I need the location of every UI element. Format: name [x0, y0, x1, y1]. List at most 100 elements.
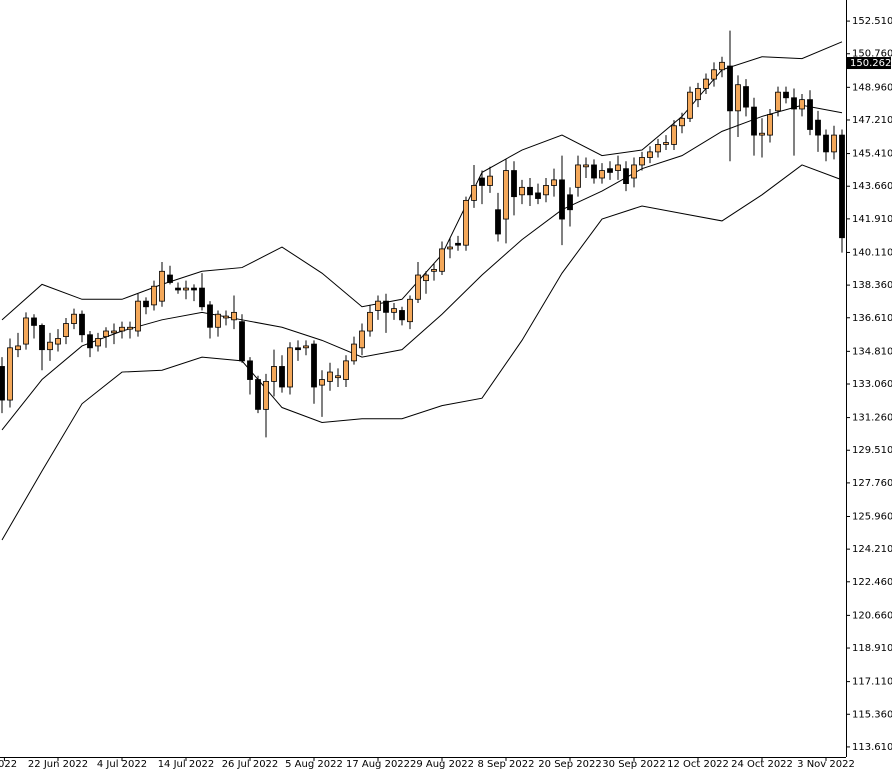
- x-tick-label: 29 Aug 2022: [410, 759, 474, 769]
- candle-body: [711, 69, 717, 80]
- candle-body: [751, 106, 757, 136]
- candle-body: [295, 347, 301, 351]
- candle-body: [103, 330, 109, 338]
- candle-body: [343, 360, 349, 380]
- candle-body: [439, 248, 445, 272]
- x-tick-label: 2022: [0, 759, 17, 769]
- candle-body: [559, 179, 565, 220]
- candle-body: [383, 300, 389, 313]
- candle-body: [23, 317, 29, 345]
- candle-body: [543, 185, 549, 196]
- y-tick-label: 122.460: [852, 577, 892, 588]
- candle-body: [607, 168, 613, 173]
- candle-body: [759, 132, 765, 136]
- candle-body: [199, 287, 205, 308]
- y-tick-label: 131.260: [852, 413, 892, 424]
- candle-body: [687, 91, 693, 119]
- candle-body: [775, 91, 781, 112]
- y-tick-label: 138.360: [852, 280, 892, 291]
- candle-body: [223, 315, 229, 319]
- candle-body: [567, 194, 573, 211]
- candle-body: [279, 366, 285, 388]
- candle-body: [127, 326, 133, 330]
- x-tick-label: 14 Jul 2022: [158, 759, 215, 769]
- candle-body: [327, 371, 333, 382]
- candle-body: [407, 298, 413, 323]
- y-tick-label: 140.110: [852, 247, 892, 258]
- candle-body: [519, 186, 525, 196]
- candle-body: [399, 310, 405, 321]
- x-tick-label: 5 Aug 2022: [285, 759, 343, 769]
- x-tick-label: 12 Oct 2022: [667, 759, 729, 769]
- candle-body: [415, 274, 421, 300]
- candle-body: [511, 170, 517, 198]
- candle-body: [55, 338, 61, 345]
- x-tick-label: 24 Oct 2022: [731, 759, 793, 769]
- current-price-box: [847, 57, 891, 70]
- candle-body: [255, 379, 261, 410]
- candle-body: [799, 99, 805, 110]
- y-tick-label: 133.060: [852, 379, 892, 390]
- x-tick-label: 8 Sep 2022: [477, 759, 534, 769]
- candle-body: [431, 269, 437, 272]
- candle-body: [631, 164, 637, 179]
- candle-body: [727, 65, 733, 112]
- candle-body: [535, 192, 541, 199]
- y-tick-label: 118.910: [852, 643, 892, 654]
- candle-body: [79, 313, 85, 336]
- candle-body: [359, 330, 365, 349]
- candle-body: [743, 86, 749, 108]
- y-tick-label: 127.760: [852, 478, 892, 489]
- candle-body: [791, 97, 797, 110]
- candle-body: [287, 347, 293, 388]
- candle-body: [87, 334, 93, 349]
- candle-body: [191, 287, 197, 291]
- candle-body: [119, 326, 125, 332]
- candle-body: [351, 343, 357, 362]
- candle-body: [247, 360, 253, 380]
- candle-body: [455, 242, 461, 246]
- candle-body: [143, 300, 149, 308]
- y-tick-label: 124.210: [852, 544, 892, 555]
- candle-body: [47, 341, 53, 351]
- candle-body: [167, 274, 173, 283]
- candle-body: [391, 308, 397, 313]
- bollinger-lower: [1, 164, 843, 541]
- candle-body: [135, 300, 141, 332]
- candle-body: [0, 366, 5, 401]
- candle-body: [767, 114, 773, 136]
- candle-body: [151, 285, 157, 306]
- candle-body: [527, 186, 533, 196]
- candle-body: [583, 164, 589, 168]
- candle-body: [471, 185, 477, 201]
- candle-body: [503, 170, 509, 220]
- candle-body: [95, 338, 101, 347]
- candle-body: [207, 304, 213, 328]
- candle-body: [367, 311, 373, 332]
- candle-body: [335, 375, 341, 379]
- candle-body: [551, 179, 557, 186]
- y-tick-label: 136.610: [852, 313, 892, 324]
- y-tick-label: 150.760: [852, 49, 892, 60]
- candle-body: [447, 246, 453, 250]
- candle-body: [663, 142, 669, 145]
- candle-body: [311, 343, 317, 388]
- y-tick-label: 145.410: [852, 149, 892, 160]
- candle-body: [591, 164, 597, 179]
- y-tick-label: 134.810: [852, 346, 892, 357]
- candle-body: [375, 300, 381, 311]
- candle-body: [303, 345, 309, 349]
- current-price-label: 150.262: [850, 58, 891, 69]
- candle-body: [615, 164, 621, 171]
- x-tick-label: 17 Aug 2022: [346, 759, 410, 769]
- candle-body: [63, 323, 69, 338]
- candle-body: [783, 91, 789, 99]
- x-tick-label: 22 Jun 2022: [28, 759, 88, 769]
- y-tick-label: 125.960: [852, 511, 892, 522]
- candle-body: [215, 313, 221, 328]
- candle-body: [655, 144, 661, 153]
- candle-body: [39, 325, 45, 351]
- candle-body: [807, 99, 813, 130]
- x-tick-label: 30 Sep 2022: [602, 759, 665, 769]
